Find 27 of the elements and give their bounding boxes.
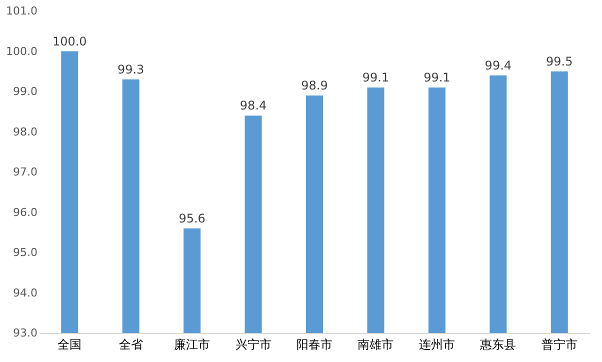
y-tick-label: 96.0 <box>13 206 38 219</box>
x-tick-label: 全国 <box>58 338 82 352</box>
x-tick-label: 全省 <box>118 338 143 352</box>
x-tick-label: 普宁市 <box>541 338 578 352</box>
y-tick-label: 101.0 <box>6 4 38 18</box>
y-tick-label: 94.0 <box>13 286 38 300</box>
y-tick-label: 99.0 <box>13 85 38 98</box>
data-label: 99.1 <box>362 70 390 84</box>
x-tick-label: 阳春市 <box>296 338 332 352</box>
x-tick-label: 南雄市 <box>358 338 394 352</box>
data-label: 100.0 <box>52 34 87 48</box>
data-label: 98.4 <box>240 98 267 113</box>
y-tick-label: 98.0 <box>13 125 38 138</box>
x-tick-label: 廉江市 <box>174 338 210 352</box>
y-tick-label: 100.0 <box>6 44 38 58</box>
y-tick-label: 97.0 <box>13 166 38 178</box>
data-label: 99.4 <box>484 58 512 72</box>
y-tick-label: 93.0 <box>13 326 38 340</box>
data-label: 99.3 <box>117 62 144 76</box>
data-label: 99.5 <box>546 54 573 68</box>
x-tick-label: 连州市 <box>418 338 455 352</box>
data-label: 99.1 <box>424 70 450 84</box>
x-tick-label: 兴宁市 <box>235 338 272 352</box>
y-tick-label: 95.0 <box>13 246 38 259</box>
data-label: 95.6 <box>178 211 206 226</box>
data-label: 98.9 <box>301 78 328 93</box>
x-tick-label: 惠东县 <box>479 338 516 352</box>
